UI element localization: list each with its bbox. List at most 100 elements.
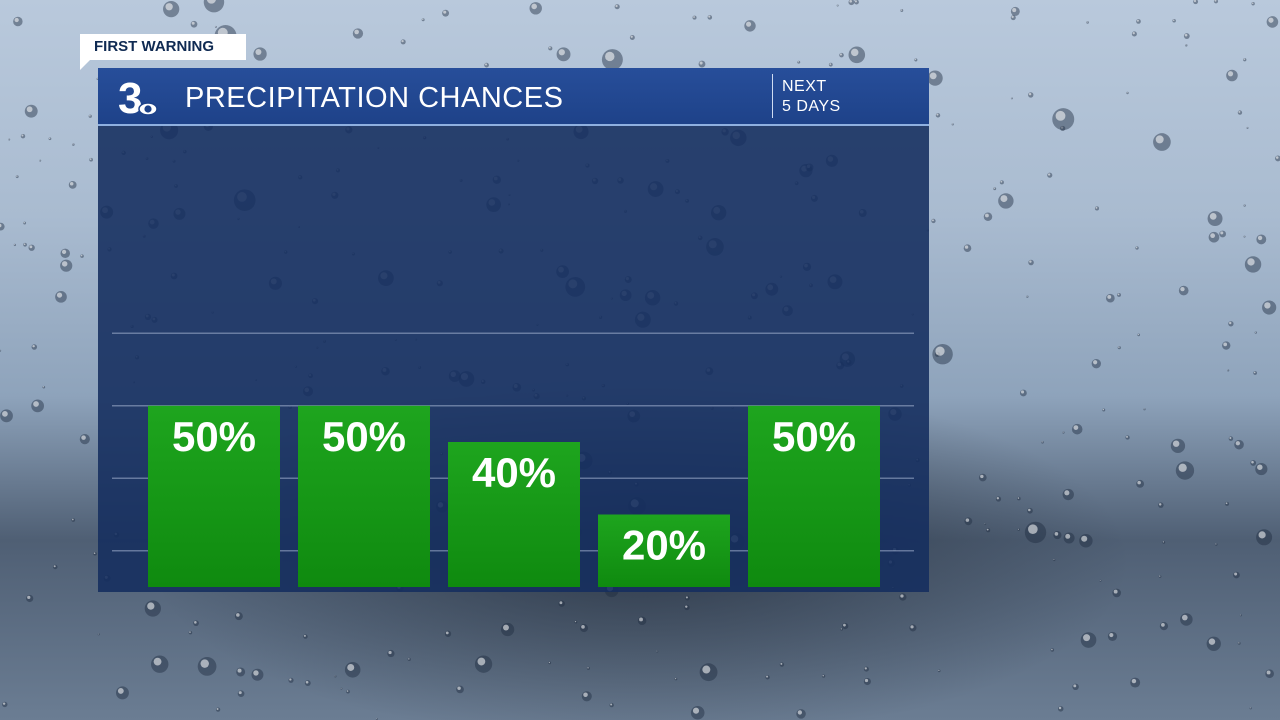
raindrop	[344, 662, 361, 678]
raindrop	[1219, 230, 1227, 238]
raindrop	[1254, 331, 1257, 334]
raindrop	[1250, 460, 1257, 466]
raindrop	[828, 62, 833, 67]
raindrop	[1256, 234, 1267, 245]
raindrop	[529, 2, 542, 15]
raindrop	[914, 58, 918, 62]
raindrop	[1214, 543, 1218, 546]
raindrop	[1080, 632, 1097, 648]
raindrop	[97, 633, 100, 636]
raindrop	[993, 187, 997, 191]
raindrop	[995, 496, 1002, 502]
raindrop	[548, 46, 553, 51]
raindrop	[1130, 677, 1141, 688]
raindrop	[707, 15, 713, 20]
raindrop	[1060, 125, 1066, 132]
raindrop	[1027, 507, 1033, 514]
raindrop	[984, 523, 987, 526]
raindrop	[1172, 19, 1176, 23]
raindrop	[39, 159, 42, 162]
raindrop	[1158, 502, 1164, 508]
bar-value-label: 20%	[622, 522, 706, 569]
raindrop	[978, 473, 987, 482]
bar-value-label: 50%	[772, 413, 856, 460]
raindrop	[1153, 133, 1171, 151]
range-label-line2: 5 DAYS	[782, 98, 841, 115]
raindrop	[1106, 293, 1115, 303]
raindrop	[1099, 579, 1102, 582]
raindrop	[188, 630, 193, 635]
raindrop	[1228, 436, 1234, 441]
raindrop	[839, 52, 844, 58]
raindrop	[197, 657, 217, 676]
raindrop	[836, 4, 839, 7]
raindrop	[909, 624, 917, 632]
raindrop	[863, 666, 869, 672]
raindrop	[1265, 669, 1274, 679]
raindrop	[796, 709, 806, 719]
raindrop	[236, 667, 246, 677]
raindrop	[548, 661, 552, 665]
raindrop	[1071, 423, 1083, 435]
raindrop	[304, 680, 311, 686]
range-label-line1: NEXT	[782, 78, 827, 95]
raindrop	[1226, 69, 1238, 82]
raindrop	[163, 1, 180, 18]
raindrop	[1086, 21, 1089, 24]
first-warning-badge: FIRST WARNING	[80, 34, 246, 60]
raindrop	[1017, 528, 1020, 531]
header-divider	[772, 74, 773, 118]
raindrop	[656, 650, 659, 653]
raindrop	[1255, 462, 1268, 476]
raindrop	[28, 244, 35, 251]
raindrop	[144, 600, 161, 617]
raindrop	[8, 138, 11, 141]
channel-3-cbs-eye-logo-icon: 3	[118, 74, 158, 119]
raindrop	[1162, 540, 1166, 544]
raindrop	[1237, 110, 1243, 115]
raindrop	[1041, 440, 1044, 444]
raindrop	[637, 616, 647, 626]
raindrop	[234, 612, 243, 621]
raindrop	[1206, 636, 1221, 651]
raindrop	[456, 685, 464, 694]
raindrop	[1159, 622, 1169, 631]
raindrop	[1112, 588, 1122, 598]
raindrop	[629, 34, 635, 40]
raindrop	[1050, 648, 1055, 652]
raindrop	[579, 624, 589, 633]
raindrop	[0, 409, 13, 423]
raindrop	[1178, 285, 1189, 296]
raindrop	[1143, 408, 1146, 411]
raindrop	[501, 622, 515, 637]
raindrop	[1262, 300, 1277, 315]
raindrop	[964, 517, 973, 526]
raindrop	[1131, 31, 1137, 37]
raindrop	[684, 604, 690, 611]
raindrop	[72, 143, 75, 146]
raindrop	[214, 25, 217, 28]
raindrop	[2, 701, 8, 708]
raindrop	[31, 399, 45, 413]
raindrop	[937, 669, 941, 673]
bar-mon	[298, 405, 430, 587]
raindrop	[0, 349, 2, 352]
raindrop	[1028, 259, 1034, 266]
raindrop	[26, 594, 34, 603]
raindrop	[23, 242, 27, 247]
raindrop	[998, 193, 1014, 209]
raindrop	[935, 113, 941, 118]
raindrop	[1225, 501, 1230, 506]
raindrop	[20, 133, 26, 139]
raindrop	[698, 60, 706, 68]
raindrop	[71, 518, 76, 522]
raindrop	[931, 218, 936, 224]
raindrop	[983, 212, 993, 222]
raindrop	[1028, 92, 1034, 98]
raindrop	[1010, 97, 1013, 100]
raindrop	[986, 528, 991, 533]
raindrop	[1213, 0, 1219, 4]
raindrop	[1053, 531, 1062, 540]
raindrop	[900, 9, 904, 12]
precipitation-bar-chart: 50%SUN50%MON40%TUE20%WED50%THU	[112, 332, 914, 587]
